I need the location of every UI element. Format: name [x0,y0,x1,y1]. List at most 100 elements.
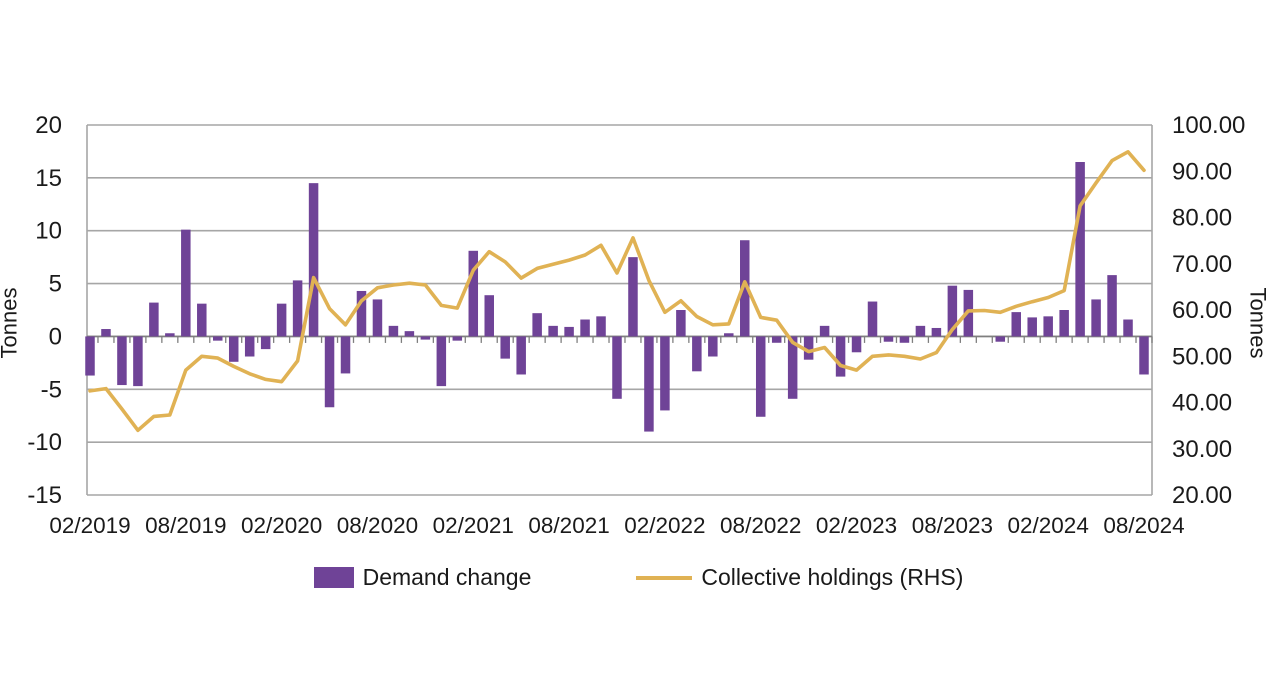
bar [149,302,159,337]
bar [436,336,447,387]
bar [292,280,303,337]
holdings-line [88,150,1146,433]
bar [915,325,926,337]
bar [308,183,319,337]
bar [883,336,894,342]
left-axis-title: Tonnes [0,287,22,359]
demand-change-swatch [313,567,354,588]
bar [244,336,255,357]
bar [197,303,207,337]
right-axis-tick-label: 70.00 [1172,251,1232,278]
bar [596,316,606,337]
bar [420,336,431,340]
x-axis-tick-label: 08/2023 [912,513,993,538]
bar [404,331,415,337]
x-axis-tick-label: 08/2024 [1103,513,1184,538]
bar [1043,316,1053,337]
x-axis-tick-label: 02/2019 [49,513,130,538]
bar [356,290,367,337]
bar [692,336,702,372]
bar [1123,319,1133,337]
bar [644,336,654,432]
bar [803,336,814,360]
bar [165,333,175,337]
bar [500,336,510,359]
bar [628,257,638,337]
bar [388,325,399,337]
right-axis-tick-label: 80.00 [1172,205,1232,232]
x-axis-tick-label: 02/2020 [241,513,322,538]
x-axis-tick-label: 08/2022 [720,513,801,538]
left-axis-tick-label: 10 [35,218,62,245]
bar [1059,310,1069,337]
left-axis-labels: 20 15 10 5 0 -5 -10 -15 [27,112,62,509]
right-axis-labels: 100.00 90.00 80.00 70.00 60.00 50.00 40.00 30.0… [1172,112,1245,509]
bar [532,313,542,337]
bars-group [85,162,1149,432]
bar [724,333,734,337]
bar [660,336,670,411]
bar [228,336,239,362]
right-axis-tick-label: 30.00 [1172,436,1232,463]
collective-holdings-swatch [636,575,693,580]
bar [612,336,622,399]
legend-item-collective-holdings: Collective holdings (RHS) [636,564,963,591]
bar [708,336,718,357]
bar [1027,317,1037,337]
right-axis-tick-label: 90.00 [1172,158,1232,185]
x-axis-tick-label: 02/2024 [1008,513,1089,538]
x-axis-tick-label: 02/2022 [624,513,705,538]
bar [995,336,1006,342]
bar [484,295,494,337]
bar [676,310,686,337]
bar [1091,299,1101,337]
x-axis-labels: 02/2019 08/2019 02/2020 08/2020 02/2021 08/20… [49,513,1184,538]
bar [740,240,750,337]
left-axis-tick-label: 20 [35,112,62,139]
right-axis-tick-label: 40.00 [1172,390,1232,417]
x-axis-tick-label: 02/2023 [816,513,897,538]
bar [548,325,558,337]
right-axis-tick-label: 100.00 [1172,112,1245,139]
bar [340,336,351,374]
left-axis-tick-label: -15 [27,482,62,509]
bar [899,336,910,343]
bar [133,336,143,387]
bar [276,303,287,337]
left-axis-tick-label: -10 [27,429,62,456]
bar [580,319,590,337]
bar [564,326,574,337]
bar [1107,275,1117,337]
bar [787,336,798,399]
bar [516,336,526,375]
bar [771,336,782,343]
legend: Demand change Collective holdings (RHS) [0,564,1277,591]
left-axis-tick-label: 0 [49,323,62,350]
x-axis-tick-label: 08/2019 [145,513,226,538]
bar [181,229,191,337]
legend-label-collective-holdings: Collective holdings (RHS) [701,564,964,590]
bar [1011,312,1021,337]
bar [1139,336,1149,375]
bar [835,336,846,377]
bar [851,336,862,353]
legend-label-demand-change: Demand change [362,564,532,590]
bar [117,336,127,386]
bar [213,336,223,341]
right-axis-tick-label: 50.00 [1172,343,1232,370]
x-axis-tick-label: 02/2021 [433,513,514,538]
left-axis-tick-label: -5 [41,376,62,403]
bar [452,336,463,341]
bar [324,336,335,408]
bar [947,285,958,337]
bar [85,336,95,376]
legend-item-demand-change: Demand change [313,564,532,591]
bar [755,336,766,417]
bar [931,327,942,337]
right-axis-title: Tonnes [1245,287,1271,359]
x-axis-tick-label: 08/2020 [337,513,418,538]
left-axis-tick-label: 15 [35,165,62,192]
bar [867,301,878,337]
